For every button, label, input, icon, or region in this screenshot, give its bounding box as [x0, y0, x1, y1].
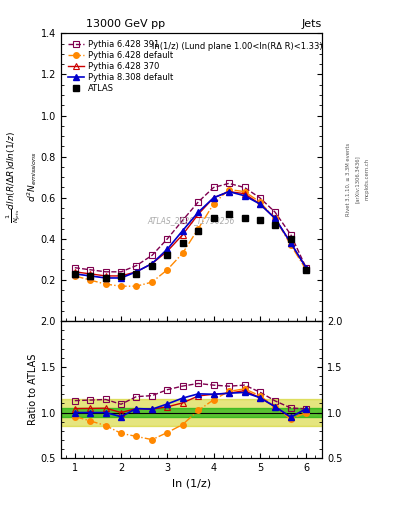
Pythia 8.308 default [150, 261, 154, 267]
Pythia 6.428 370 [304, 265, 309, 271]
Pythia 6.428 370 [273, 215, 277, 221]
ATLAS [180, 240, 185, 246]
Pythia 6.428 391 [288, 232, 293, 238]
Pythia 6.428 391 [103, 269, 108, 275]
Pythia 6.428 391 [273, 209, 277, 215]
Pythia 8.308 default [288, 240, 293, 246]
Pythia 6.428 391 [88, 267, 92, 273]
Pythia 6.428 370 [242, 190, 247, 197]
Pythia 6.428 391 [72, 265, 77, 271]
ATLAS [257, 217, 262, 223]
Pythia 6.428 370 [150, 261, 154, 267]
Y-axis label: $\frac{1}{N_{jets}}dln(R/\Delta R)dln(1/z)$
$d^2N_{emissions}$: $\frac{1}{N_{jets}}dln(R/\Delta R)dln(1/… [5, 131, 39, 223]
Pythia 6.428 391 [242, 184, 247, 190]
Pythia 6.428 391 [134, 263, 139, 269]
Line: ATLAS: ATLAS [71, 211, 310, 282]
Pythia 8.308 default [180, 228, 185, 234]
Pythia 8.308 default [257, 201, 262, 207]
Text: 13000 GeV pp: 13000 GeV pp [86, 19, 165, 29]
Pythia 6.428 370 [196, 211, 201, 217]
Pythia 6.428 default [304, 267, 309, 273]
Line: Pythia 6.428 default: Pythia 6.428 default [72, 187, 309, 289]
Bar [61, 399, 322, 426]
Pythia 8.308 default [273, 215, 277, 221]
Pythia 6.428 default [273, 215, 277, 221]
Pythia 6.428 370 [180, 232, 185, 238]
Pythia 6.428 391 [257, 195, 262, 201]
Pythia 6.428 default [119, 283, 123, 289]
Pythia 8.308 default [211, 195, 216, 201]
Line: Pythia 8.308 default: Pythia 8.308 default [72, 189, 309, 281]
Pythia 6.428 default [242, 188, 247, 195]
ATLAS [72, 271, 77, 277]
Pythia 6.428 391 [304, 265, 309, 271]
Pythia 6.428 391 [196, 199, 201, 205]
Pythia 8.308 default [103, 275, 108, 281]
Pythia 6.428 391 [165, 236, 170, 242]
Pythia 8.308 default [226, 188, 231, 195]
Pythia 6.428 370 [72, 269, 77, 275]
Pythia 8.308 default [165, 246, 170, 252]
Pythia 6.428 default [150, 279, 154, 285]
Pythia 6.428 391 [211, 184, 216, 190]
Pythia 6.428 391 [150, 252, 154, 259]
ATLAS [134, 271, 139, 277]
ATLAS [196, 228, 201, 234]
Pythia 6.428 370 [165, 248, 170, 254]
Pythia 6.428 default [226, 186, 231, 193]
Pythia 6.428 391 [119, 269, 123, 275]
Pythia 6.428 default [288, 242, 293, 248]
Pythia 8.308 default [304, 265, 309, 271]
Pythia 6.428 default [257, 199, 262, 205]
ATLAS [242, 215, 247, 221]
Pythia 6.428 370 [134, 269, 139, 275]
Pythia 6.428 default [211, 201, 216, 207]
Pythia 6.428 370 [288, 240, 293, 246]
Pythia 6.428 370 [257, 201, 262, 207]
ATLAS [103, 275, 108, 281]
ATLAS [273, 221, 277, 227]
ATLAS [119, 273, 123, 279]
Pythia 8.308 default [242, 193, 247, 199]
Text: Rivet 3.1.10, ≥ 3.3M events: Rivet 3.1.10, ≥ 3.3M events [345, 142, 350, 216]
ATLAS [226, 211, 231, 217]
Pythia 8.308 default [88, 273, 92, 279]
ATLAS [288, 236, 293, 242]
Text: Jets: Jets [302, 19, 322, 29]
Y-axis label: Ratio to ATLAS: Ratio to ATLAS [28, 354, 38, 425]
Line: Pythia 6.428 391: Pythia 6.428 391 [72, 181, 309, 274]
Text: [arXiv:1306.3436]: [arXiv:1306.3436] [355, 155, 360, 203]
Pythia 6.428 default [134, 283, 139, 289]
Bar [61, 408, 322, 417]
Text: ln(1/z) (Lund plane 1.00<ln(RΔ R)<1.33): ln(1/z) (Lund plane 1.00<ln(RΔ R)<1.33) [152, 42, 323, 51]
X-axis label: ln (1/z): ln (1/z) [172, 479, 211, 488]
Pythia 6.428 default [72, 273, 77, 279]
Line: Pythia 6.428 370: Pythia 6.428 370 [72, 189, 309, 279]
ATLAS [165, 252, 170, 259]
Legend: Pythia 6.428 391, Pythia 6.428 default, Pythia 6.428 370, Pythia 8.308 default, : Pythia 6.428 391, Pythia 6.428 default, … [65, 37, 175, 96]
Pythia 6.428 391 [180, 217, 185, 223]
Pythia 6.428 default [196, 226, 201, 232]
Pythia 6.428 370 [103, 273, 108, 279]
Pythia 6.428 370 [211, 195, 216, 201]
ATLAS [88, 273, 92, 279]
ATLAS [304, 267, 309, 273]
Text: ATLAS_2020_I1790256: ATLAS_2020_I1790256 [148, 216, 235, 225]
Pythia 6.428 370 [226, 188, 231, 195]
Pythia 8.308 default [119, 275, 123, 281]
Pythia 8.308 default [196, 209, 201, 215]
ATLAS [211, 215, 216, 221]
Pythia 6.428 default [180, 250, 185, 257]
Pythia 8.308 default [134, 269, 139, 275]
Pythia 6.428 default [88, 277, 92, 283]
Pythia 6.428 370 [119, 273, 123, 279]
Pythia 6.428 default [103, 281, 108, 287]
Text: mcplots.cern.ch: mcplots.cern.ch [365, 158, 370, 200]
Pythia 6.428 370 [88, 271, 92, 277]
Pythia 6.428 default [165, 267, 170, 273]
Pythia 8.308 default [72, 271, 77, 277]
ATLAS [150, 263, 154, 269]
Pythia 6.428 391 [226, 180, 231, 186]
